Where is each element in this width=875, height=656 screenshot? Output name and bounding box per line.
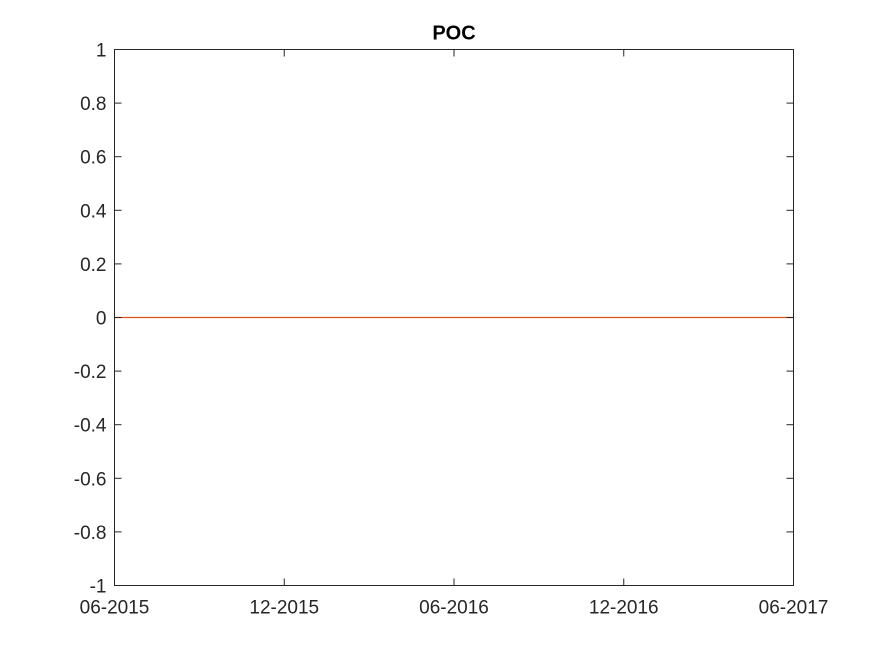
y-tick-label: -0.2: [74, 362, 107, 383]
x-tick-label: 06-2015: [80, 598, 150, 619]
y-tick-label: -1: [90, 577, 107, 598]
x-tick-label: 06-2016: [419, 598, 489, 619]
x-tick-label: 12-2016: [589, 598, 659, 619]
x-tick-label: 12-2015: [249, 598, 319, 619]
y-tick-label: 1: [96, 41, 107, 62]
y-tick-label: 0.6: [80, 148, 106, 169]
y-tick-label: 0.4: [80, 201, 107, 222]
y-tick-label: -0.6: [74, 469, 107, 490]
y-tick-label: -0.8: [74, 523, 107, 544]
y-tick-label: 0.2: [80, 255, 106, 276]
y-tick-label: 0: [96, 309, 107, 330]
y-tick-label: -0.4: [74, 416, 107, 437]
chart-title: POC: [432, 23, 475, 45]
y-tick-label: 0.8: [80, 94, 106, 115]
x-tick-label: 06-2017: [759, 598, 829, 619]
axes-layer: 1 0.8 0.6 0.4 0.2 0 -0.2 -0.4 -0.6 -0.8 -106-2015 1…: [74, 41, 829, 619]
